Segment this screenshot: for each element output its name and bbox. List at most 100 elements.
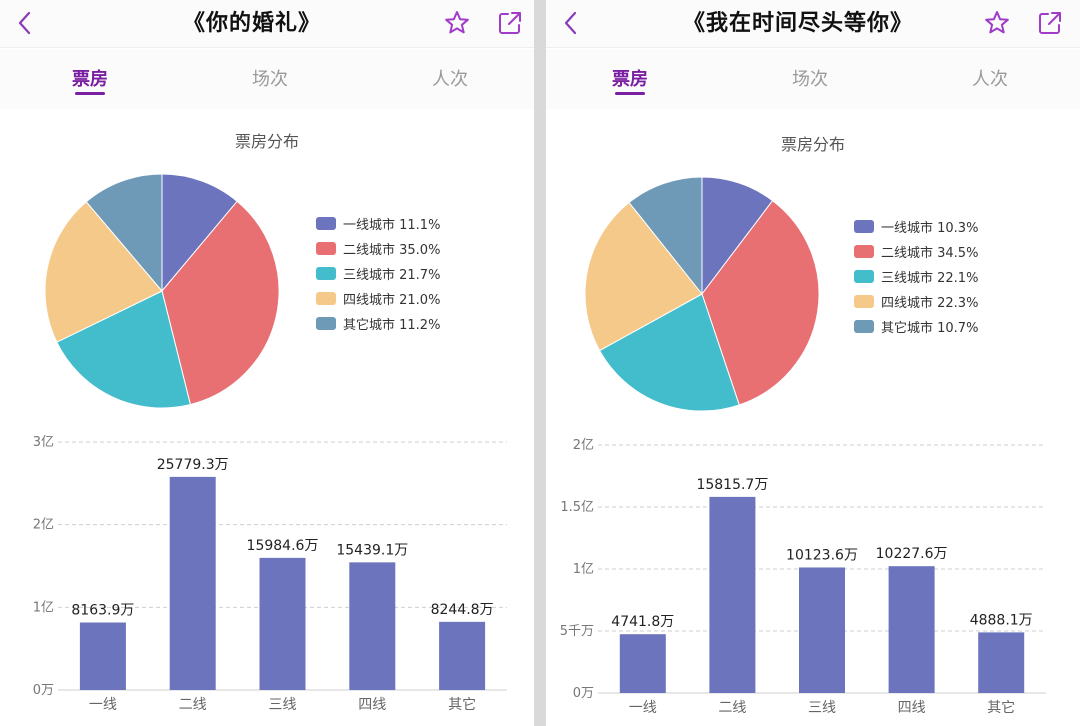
legend-item: 三线城市 22.1% bbox=[854, 264, 978, 289]
legend-swatch bbox=[854, 270, 874, 283]
section-title: 票房分布 bbox=[780, 135, 845, 154]
bar-data-label: 4741.8万 bbox=[611, 614, 674, 630]
tab-attendance[interactable]: 人次 bbox=[432, 69, 468, 90]
legend-item: 四线城市 21.0% bbox=[316, 286, 440, 311]
bar bbox=[259, 557, 306, 690]
movie-panel-left: 《你的婚礼》 票房 场次 人次 票房分布 一线城市 11.1% 二线城市 35.0… bbox=[0, 0, 534, 726]
legend-swatch bbox=[854, 220, 874, 233]
bar-data-label: 10123.6万 bbox=[786, 547, 858, 563]
pie-slice-1 bbox=[161, 173, 238, 293]
legend-label: 四线城市 21.0% bbox=[343, 293, 441, 308]
pie-slice-5 bbox=[85, 173, 163, 293]
y-tick-label: 0万 bbox=[33, 683, 54, 698]
bar bbox=[619, 634, 666, 693]
movie-panel-right: 《我在时间尽头等你》 票房 场次 人次 票房分布 一线城市 10.3% 二线城市 … bbox=[546, 0, 1080, 726]
legend-label: 二线城市 34.5% bbox=[881, 246, 979, 261]
x-tick-label: 三线 bbox=[808, 700, 836, 716]
tab-screenings[interactable]: 场次 bbox=[252, 69, 288, 90]
bar-data-label: 15815.7万 bbox=[696, 477, 768, 493]
pie-slice-2 bbox=[701, 200, 820, 406]
pie-legend: 一线城市 10.3% 二线城市 34.5% 三线城市 22.1% 四线城市 22.3%… bbox=[854, 214, 978, 339]
bar bbox=[888, 566, 935, 693]
x-tick-label: 二线 bbox=[718, 700, 746, 716]
legend-label: 其它城市 11.2% bbox=[343, 318, 441, 333]
bar bbox=[349, 562, 396, 690]
bar bbox=[439, 621, 486, 690]
bar-data-label: 15984.6万 bbox=[247, 538, 319, 554]
share-icon[interactable] bbox=[496, 9, 524, 37]
pie-slice-3 bbox=[598, 293, 740, 412]
x-tick-label: 其它 bbox=[987, 699, 1015, 716]
legend-item: 三线城市 21.7% bbox=[316, 261, 440, 286]
tab-screenings[interactable]: 场次 bbox=[792, 69, 828, 90]
legend-swatch bbox=[316, 292, 336, 305]
legend-label: 四线城市 22.3% bbox=[881, 296, 979, 311]
tab-attendance[interactable]: 人次 bbox=[972, 69, 1008, 90]
legend-item: 一线城市 11.1% bbox=[316, 211, 440, 236]
star-icon[interactable] bbox=[983, 9, 1011, 37]
tab-box-office[interactable]: 票房 bbox=[612, 69, 648, 90]
legend-swatch bbox=[316, 267, 336, 280]
y-tick-label: 1.5亿 bbox=[560, 500, 594, 515]
legend-item: 四线城市 22.3% bbox=[854, 289, 978, 314]
legend-label: 三线城市 21.7% bbox=[343, 268, 441, 283]
bar bbox=[709, 496, 756, 693]
legend-label: 一线城市 11.1% bbox=[343, 218, 441, 233]
app-header: 《你的婚礼》 bbox=[0, 0, 534, 48]
pie-chart bbox=[44, 173, 280, 409]
legend-label: 二线城市 35.0% bbox=[343, 243, 441, 258]
pie-legend: 一线城市 11.1% 二线城市 35.0% 三线城市 21.7% 四线城市 21.0%… bbox=[316, 211, 440, 336]
movie-title: 《你的婚礼》 bbox=[182, 11, 321, 36]
pie-slice-4 bbox=[44, 201, 163, 343]
tab-bar: 票房 场次 人次 bbox=[0, 49, 534, 109]
x-tick-label: 四线 bbox=[898, 700, 926, 716]
x-tick-label: 二线 bbox=[179, 697, 207, 713]
legend-item: 二线城市 34.5% bbox=[854, 239, 978, 264]
y-tick-label: 2亿 bbox=[573, 438, 594, 453]
legend-swatch bbox=[854, 320, 874, 333]
back-arrow-icon[interactable] bbox=[556, 8, 586, 38]
y-tick-label: 2亿 bbox=[33, 518, 54, 533]
bar bbox=[169, 476, 216, 690]
y-tick-label: 1亿 bbox=[33, 600, 54, 615]
pie-slice-3 bbox=[56, 290, 191, 409]
app-header: 《我在时间尽头等你》 bbox=[546, 0, 1080, 48]
bar bbox=[799, 567, 845, 693]
share-icon[interactable] bbox=[1036, 9, 1064, 37]
x-tick-label: 四线 bbox=[358, 697, 386, 713]
active-tab-indicator bbox=[75, 92, 105, 95]
movie-title: 《我在时间尽头等你》 bbox=[682, 11, 913, 36]
tab-box-office[interactable]: 票房 bbox=[72, 69, 108, 90]
legend-swatch bbox=[854, 245, 874, 258]
section-title: 票房分布 bbox=[234, 132, 299, 151]
x-tick-label: 三线 bbox=[269, 697, 297, 713]
legend-label: 三线城市 22.1% bbox=[881, 271, 979, 286]
bar bbox=[978, 632, 1025, 693]
x-tick-label: 一线 bbox=[629, 700, 657, 716]
legend-swatch bbox=[854, 295, 874, 308]
legend-swatch bbox=[316, 242, 336, 255]
bar-data-label: 8163.9万 bbox=[71, 603, 134, 619]
pie-chart bbox=[584, 176, 820, 412]
legend-item: 一线城市 10.3% bbox=[854, 214, 978, 239]
legend-item: 其它城市 11.2% bbox=[316, 311, 440, 336]
pie-slice-2 bbox=[161, 200, 280, 406]
y-tick-label: 1亿 bbox=[573, 562, 594, 577]
x-tick-label: 其它 bbox=[448, 696, 476, 713]
legend-label: 其它城市 10.7% bbox=[881, 321, 979, 336]
bar-data-label: 8244.8万 bbox=[431, 602, 494, 618]
legend-item: 其它城市 10.7% bbox=[854, 314, 978, 339]
star-icon[interactable] bbox=[443, 9, 471, 37]
active-tab-indicator bbox=[615, 92, 645, 95]
y-tick-label: 5千万 bbox=[560, 624, 594, 639]
legend-item: 二线城市 35.0% bbox=[316, 236, 440, 261]
tab-bar: 票房 场次 人次 bbox=[546, 49, 1080, 109]
legend-swatch bbox=[316, 317, 336, 330]
legend-swatch bbox=[316, 217, 336, 230]
bar bbox=[79, 622, 126, 690]
legend-label: 一线城市 10.3% bbox=[881, 221, 979, 236]
back-arrow-icon[interactable] bbox=[10, 8, 40, 38]
bar-data-label: 10227.6万 bbox=[876, 546, 948, 562]
